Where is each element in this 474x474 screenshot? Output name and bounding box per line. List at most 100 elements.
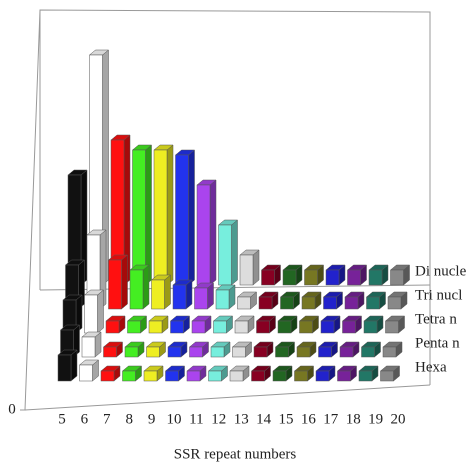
bar [215, 289, 230, 310]
bar-3d [339, 341, 360, 358]
bar [165, 370, 179, 382]
bar-3d [169, 315, 191, 334]
legend-label: Tri nucl [415, 287, 462, 303]
bar [103, 346, 117, 358]
bar-3d [382, 341, 403, 358]
bar [100, 370, 115, 382]
bar-3d [188, 341, 210, 358]
bar [323, 296, 337, 310]
bar-3d [148, 315, 169, 334]
bar-3d [358, 365, 379, 382]
bar [315, 370, 330, 382]
bar-side [121, 254, 128, 310]
bar [208, 370, 222, 382]
x-tick-label: 16 [301, 411, 317, 427]
legend-label: Tetra n [415, 311, 457, 327]
bar-3d [363, 315, 384, 334]
bar [366, 296, 380, 310]
bar [325, 269, 340, 286]
bar [105, 320, 120, 334]
bar [282, 269, 297, 286]
x-tick-label: 7 [103, 411, 111, 427]
bar [210, 346, 225, 358]
bar [299, 320, 313, 334]
bar-3d [346, 264, 368, 286]
bar-3d [215, 284, 236, 310]
bar [186, 370, 201, 382]
bar-3d [88, 49, 110, 286]
bar-3d [231, 341, 253, 358]
bar [148, 320, 163, 334]
x-tick-label: 9 [148, 411, 156, 427]
bar [363, 320, 378, 334]
bar-3d [110, 134, 131, 286]
bar-3d [129, 264, 150, 310]
bar-3d [277, 315, 298, 334]
bar-3d [121, 365, 143, 382]
bar [301, 296, 316, 310]
bar-3d [341, 315, 363, 334]
bar-side [209, 179, 217, 286]
bar-3d [145, 341, 167, 358]
bar-3d [196, 179, 217, 286]
bar-3d [384, 315, 406, 334]
x-tick-label: 6 [81, 411, 89, 427]
bar [256, 320, 270, 334]
bar-3d [124, 341, 145, 358]
bar [129, 269, 144, 310]
bar-3d [282, 264, 303, 286]
bar-3d [260, 264, 282, 286]
bar [234, 320, 249, 334]
bar-3d [100, 365, 121, 382]
bar [189, 346, 203, 358]
legend-label: Di nucle [415, 263, 467, 279]
bar [339, 346, 354, 358]
bar-3d [379, 365, 401, 382]
bar [127, 320, 141, 334]
bar [122, 370, 136, 382]
bar-side [97, 289, 104, 334]
bar-3d [234, 315, 255, 334]
bar [380, 370, 394, 382]
bar [347, 269, 361, 286]
bar-3d [150, 274, 172, 310]
bar-3d [279, 291, 301, 310]
bar [81, 336, 96, 358]
bar-3d [102, 341, 124, 358]
bar [385, 320, 399, 334]
bar-3d [336, 365, 358, 382]
bar-3d [126, 315, 148, 334]
bar-3d [143, 365, 164, 382]
bar [218, 224, 232, 286]
bar-3d [387, 291, 408, 310]
bar-3d [253, 341, 274, 358]
bar [272, 370, 287, 382]
x-tick-label: 18 [346, 411, 361, 427]
bar [191, 320, 206, 334]
x-tick-label: 14 [256, 411, 272, 427]
bar [318, 346, 332, 358]
bar-side [142, 264, 150, 310]
bar-3d [301, 291, 322, 310]
bar [296, 346, 311, 358]
x-tick-label: 5 [58, 411, 66, 427]
bar [229, 370, 244, 382]
bar-3d [164, 365, 186, 382]
bar-3d [298, 315, 320, 334]
x-tick-label: 8 [125, 411, 133, 427]
bar [151, 279, 165, 310]
bar-3d [365, 291, 387, 310]
bar-3d [153, 144, 174, 286]
bar-3d [239, 249, 260, 286]
bar-3d [255, 315, 277, 334]
x-tick-label: 15 [279, 411, 294, 427]
x-tick-label: 20 [391, 411, 406, 427]
bar-3d [172, 279, 193, 310]
legend-label: Penta n [415, 335, 460, 351]
bar-3d [274, 341, 296, 358]
bar [304, 269, 318, 286]
bar [387, 296, 402, 310]
x-tick-label: 11 [189, 411, 203, 427]
bar-3d [315, 365, 336, 382]
bar-3d [210, 341, 231, 358]
